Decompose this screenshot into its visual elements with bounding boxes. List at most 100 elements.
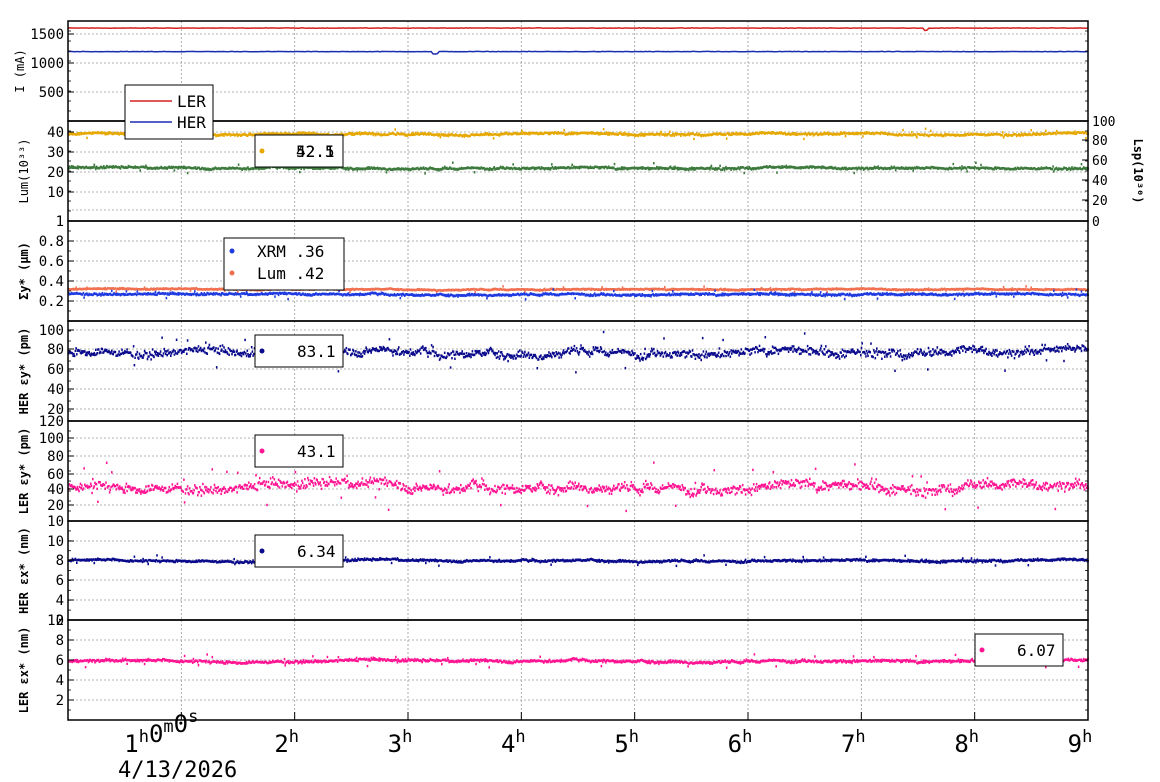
data-point xyxy=(602,132,604,135)
data-point xyxy=(793,290,796,294)
data-point xyxy=(573,292,576,295)
data-point xyxy=(853,171,855,175)
data-point xyxy=(379,134,382,137)
data-point xyxy=(489,168,492,171)
data-point xyxy=(446,133,449,136)
data-point xyxy=(311,166,313,170)
data-point xyxy=(828,132,831,136)
data-point xyxy=(405,133,407,136)
data-point xyxy=(552,288,555,291)
data-point xyxy=(887,167,890,170)
data-point xyxy=(202,293,205,296)
data-point xyxy=(447,293,450,296)
data-point xyxy=(573,287,576,291)
data-point xyxy=(911,131,913,134)
data-point xyxy=(441,168,443,171)
data-point xyxy=(624,288,627,291)
data-point xyxy=(95,292,98,296)
data-point xyxy=(709,168,711,171)
data-point xyxy=(966,170,968,173)
data-point xyxy=(658,166,660,169)
data-point xyxy=(809,133,812,136)
data-point xyxy=(803,137,805,141)
data-point xyxy=(647,168,650,171)
data-point xyxy=(1072,168,1075,171)
data-point xyxy=(412,132,415,135)
data-point xyxy=(338,290,340,293)
data-point xyxy=(522,288,525,291)
data-point xyxy=(725,133,727,136)
data-point xyxy=(260,133,262,136)
data-point xyxy=(91,132,93,135)
data-point xyxy=(203,292,206,295)
data-point xyxy=(423,167,426,170)
data-point xyxy=(114,293,117,296)
data-point xyxy=(369,293,372,296)
data-point xyxy=(114,287,117,290)
data-point xyxy=(413,288,415,291)
data-point xyxy=(1058,167,1060,170)
data-point xyxy=(742,166,745,169)
data-point xyxy=(657,167,659,171)
data-point xyxy=(760,131,762,134)
data-point xyxy=(1080,163,1083,166)
data-point xyxy=(71,288,74,291)
data-point xyxy=(406,167,409,170)
data-point xyxy=(373,166,375,169)
data-point xyxy=(485,294,488,297)
data-point xyxy=(836,132,839,136)
data-point xyxy=(622,166,624,169)
data-point xyxy=(103,131,106,135)
data-point xyxy=(655,167,657,170)
data-point xyxy=(844,135,847,138)
data-point xyxy=(652,167,654,170)
data-point xyxy=(653,162,655,165)
data-point xyxy=(299,292,301,295)
data-point xyxy=(486,297,488,300)
data-point xyxy=(522,292,525,296)
data-point xyxy=(994,166,997,169)
data-point xyxy=(488,168,490,172)
data-point xyxy=(97,167,99,170)
data-point xyxy=(793,132,796,135)
data-point xyxy=(77,132,80,135)
data-point xyxy=(632,167,635,170)
data-point xyxy=(443,167,445,170)
data-point xyxy=(556,293,558,297)
data-point xyxy=(572,132,575,136)
data-point xyxy=(362,167,364,170)
data-point xyxy=(464,294,466,298)
data-point xyxy=(642,132,644,136)
data-point xyxy=(701,134,703,137)
data-point xyxy=(825,288,828,291)
data-point xyxy=(1057,168,1059,171)
data-point xyxy=(1055,166,1058,170)
series-0-1 xyxy=(68,50,1089,55)
data-point xyxy=(669,130,671,133)
data-point xyxy=(344,166,346,170)
data-point xyxy=(146,293,149,296)
data-point xyxy=(894,169,897,172)
data-point xyxy=(808,166,810,170)
data-point xyxy=(965,167,968,170)
data-point xyxy=(543,132,545,135)
data-point xyxy=(760,287,762,290)
data-point xyxy=(1055,133,1057,136)
data-point xyxy=(721,168,724,171)
data-point xyxy=(101,291,104,295)
data-point xyxy=(168,293,171,296)
data-point xyxy=(411,133,414,137)
data-point xyxy=(306,132,308,135)
data-point xyxy=(894,166,896,170)
data-point xyxy=(393,292,396,296)
data-point xyxy=(144,166,147,169)
data-point xyxy=(553,132,555,135)
data-point xyxy=(599,166,601,169)
data-point xyxy=(258,168,260,171)
data-point xyxy=(173,169,176,172)
data-point xyxy=(843,166,846,169)
data-point xyxy=(492,133,494,137)
data-point xyxy=(930,288,933,291)
data-point xyxy=(905,288,907,291)
data-point xyxy=(456,134,458,137)
